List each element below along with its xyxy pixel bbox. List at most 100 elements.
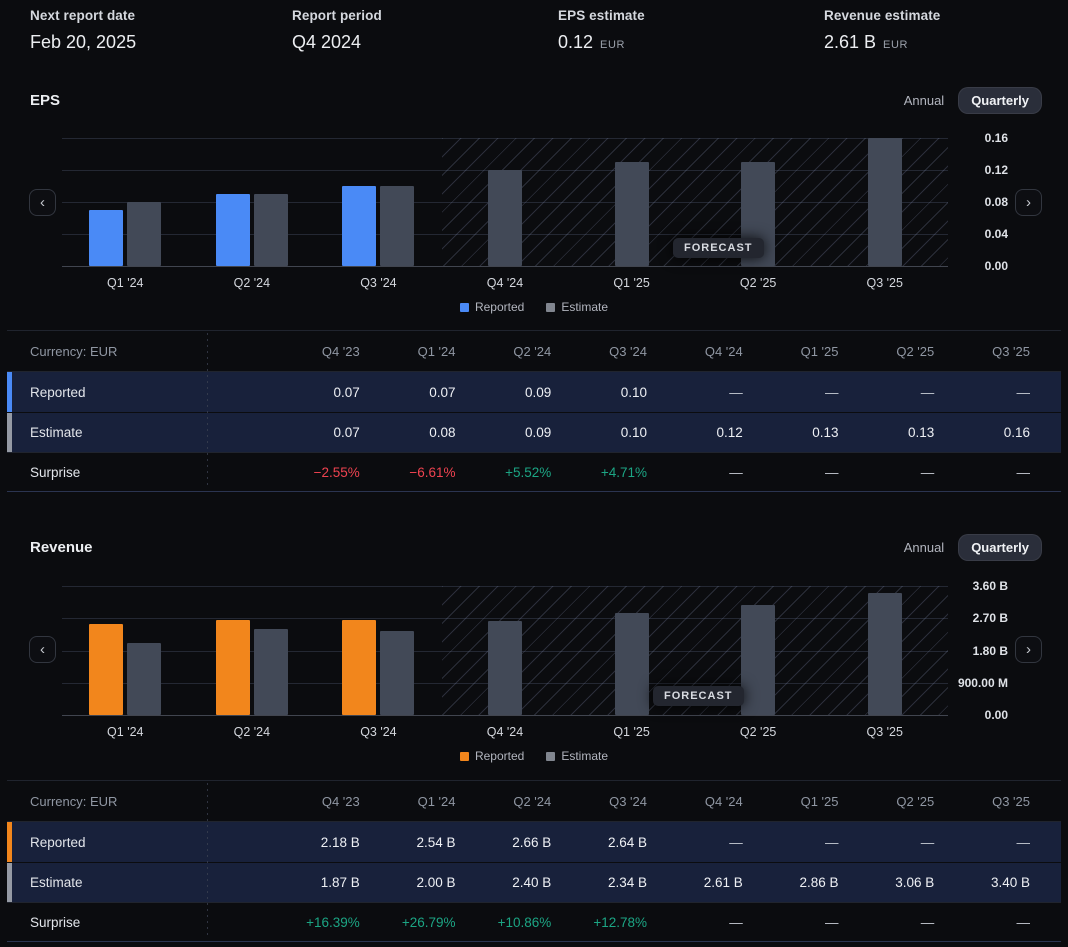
column-header: Q2 '25: [896, 793, 935, 809]
x-axis-tick-label: Q3 '24: [360, 276, 397, 290]
stat-value: 0.12: [558, 32, 594, 52]
y-axis-tick-label: 1.80 B: [972, 643, 1008, 658]
estimate-bar[interactable]: [867, 138, 902, 266]
chart-scroll-left-button[interactable]: ‹: [29, 189, 56, 216]
value-cell: +26.79%: [401, 914, 456, 930]
column-header: Q1 '25: [800, 343, 839, 359]
estimate-bar[interactable]: [614, 613, 649, 715]
column-header: Q3 '25: [992, 793, 1030, 809]
stat-report-period: Report period Q4 2024: [292, 8, 382, 53]
estimate-bar[interactable]: [867, 593, 902, 715]
x-axis-tick-label: Q1 '25: [613, 725, 650, 739]
value-cell: 2.54 B: [416, 834, 456, 850]
x-axis-line: [62, 266, 948, 267]
estimate-bar[interactable]: [380, 186, 415, 266]
estimate-bar[interactable]: [741, 605, 776, 715]
annual-toggle-button[interactable]: Annual: [903, 539, 945, 555]
reported-bar[interactable]: [342, 620, 377, 715]
y-axis-tick-label: 0.00: [984, 708, 1008, 722]
estimate-bar[interactable]: [380, 631, 415, 715]
column-header: Q2 '24: [513, 793, 552, 809]
annual-toggle-button[interactable]: Annual: [903, 92, 945, 108]
row-cells: 1.87 B 2.00 B 2.40 B 2.34 B 2.61 B 2.86 B 3.06…: [264, 863, 1030, 902]
y-axis-tick-label: 0.16: [984, 131, 1008, 145]
row-label: Surprise: [30, 914, 81, 930]
value-cell: 0.07: [333, 425, 360, 440]
estimate-accent-bar: [7, 413, 12, 452]
column-separator: [207, 333, 208, 489]
estimate-bar[interactable]: [614, 162, 649, 266]
currency-label: Currency: EUR: [30, 793, 118, 809]
column-header: Q4 '24: [704, 343, 743, 359]
estimate-bar[interactable]: [253, 629, 288, 715]
reported-bar[interactable]: [89, 210, 124, 266]
legend-item-estimate: Estimate: [546, 749, 608, 763]
chart-scroll-right-button[interactable]: ›: [1015, 189, 1042, 216]
x-axis-tick-label: Q2 '24: [233, 276, 271, 290]
stat-unit: EUR: [600, 39, 626, 51]
estimate-bar[interactable]: [127, 643, 162, 715]
table-row-surprise: Surprise −2.55% −6.61% +5.52% +4.71% — — — —: [7, 452, 1061, 492]
y-axis-tick-label: 0.00: [984, 259, 1008, 273]
reported-accent-bar: [7, 372, 12, 412]
value-cell: 0.07: [429, 384, 456, 400]
reported-accent-bar: [7, 822, 12, 862]
column-header: Q4 '24: [704, 793, 743, 809]
currency-label: Currency: EUR: [30, 343, 118, 359]
chart-scroll-right-button[interactable]: ›: [1015, 636, 1042, 663]
header-cells: Q4 '23 Q1 '24 Q2 '24 Q3 '24 Q4 '24 Q1 '25 Q2 '…: [264, 781, 1030, 821]
value-cell: 3.40 B: [990, 875, 1030, 890]
x-axis-tick-label: Q1 '24: [107, 725, 144, 739]
legend-swatch-icon: [546, 751, 556, 761]
x-axis-tick-label: Q4 '24: [486, 725, 524, 739]
x-axis-tick-label: Q1 '25: [613, 276, 650, 290]
stat-next-report-date: Next report date Feb 20, 2025: [30, 8, 136, 53]
value-cell: —: [1016, 384, 1031, 400]
value-cell: +4.71%: [600, 464, 647, 480]
legend-item-reported: Reported: [459, 749, 525, 763]
value-cell: 0.09: [524, 384, 552, 400]
reported-bar[interactable]: [89, 624, 124, 715]
chart-scroll-left-button[interactable]: ‹: [29, 636, 56, 663]
x-axis-tick-label: Q2 '24: [233, 725, 271, 739]
quarterly-toggle-button[interactable]: Quarterly: [958, 533, 1042, 561]
y-axis-tick-label: 0.08: [984, 195, 1008, 209]
x-axis-tick-label: Q2 '25: [739, 276, 777, 290]
value-cell: 2.00 B: [416, 875, 456, 890]
value-cell: —: [729, 384, 743, 400]
x-axis-line: [62, 715, 948, 716]
stat-value: Q4 2024: [292, 32, 362, 52]
reported-bar[interactable]: [215, 194, 250, 266]
column-header: Q2 '24: [513, 343, 552, 359]
forecast-badge: FORECAST: [653, 686, 744, 706]
column-header: Q3 '24: [609, 793, 647, 809]
eps-section-head: EPS Annual Quarterly: [30, 86, 1042, 114]
legend-label: Reported: [474, 749, 525, 763]
chevron-right-icon: ›: [1026, 641, 1031, 658]
value-cell: —: [729, 464, 743, 480]
estimate-bar[interactable]: [253, 194, 288, 266]
estimate-accent-bar: [7, 863, 12, 902]
quarterly-toggle-button[interactable]: Quarterly: [958, 86, 1042, 114]
header-cells: Q4 '23 Q1 '24 Q2 '24 Q3 '24 Q4 '24 Q1 '25 Q2 '…: [264, 331, 1030, 371]
row-label: Surprise: [30, 464, 81, 480]
eps-period-toggle: Annual Quarterly: [903, 86, 1042, 114]
reported-bar[interactable]: [342, 186, 377, 266]
gridline: [62, 618, 948, 620]
estimate-bar[interactable]: [488, 170, 522, 266]
value-cell: —: [825, 834, 839, 850]
forecast-badge: FORECAST: [673, 238, 764, 258]
row-cells: +16.39% +26.79% +10.86% +12.78% — — — —: [264, 903, 1030, 941]
row-cells: −2.55% −6.61% +5.52% +4.71% — — — —: [264, 453, 1030, 491]
y-axis-tick-label: 3.60 B: [972, 579, 1008, 593]
estimate-bar[interactable]: [127, 202, 162, 266]
stat-label: Revenue estimate: [824, 8, 941, 23]
reported-bar[interactable]: [215, 620, 250, 715]
estimate-bar[interactable]: [488, 621, 522, 715]
table-row-estimate: Estimate 0.07 0.08 0.09 0.10 0.12 0.13 0.13 0.16: [7, 412, 1061, 452]
stat-label: EPS estimate: [558, 8, 645, 23]
stat-revenue-estimate: Revenue estimate 2.61 B EUR: [824, 8, 940, 53]
y-axis-tick-label: 0.12: [984, 163, 1008, 177]
table-row-estimate: Estimate 1.87 B 2.00 B 2.40 B 2.34 B 2.61 B 2.…: [7, 862, 1061, 902]
